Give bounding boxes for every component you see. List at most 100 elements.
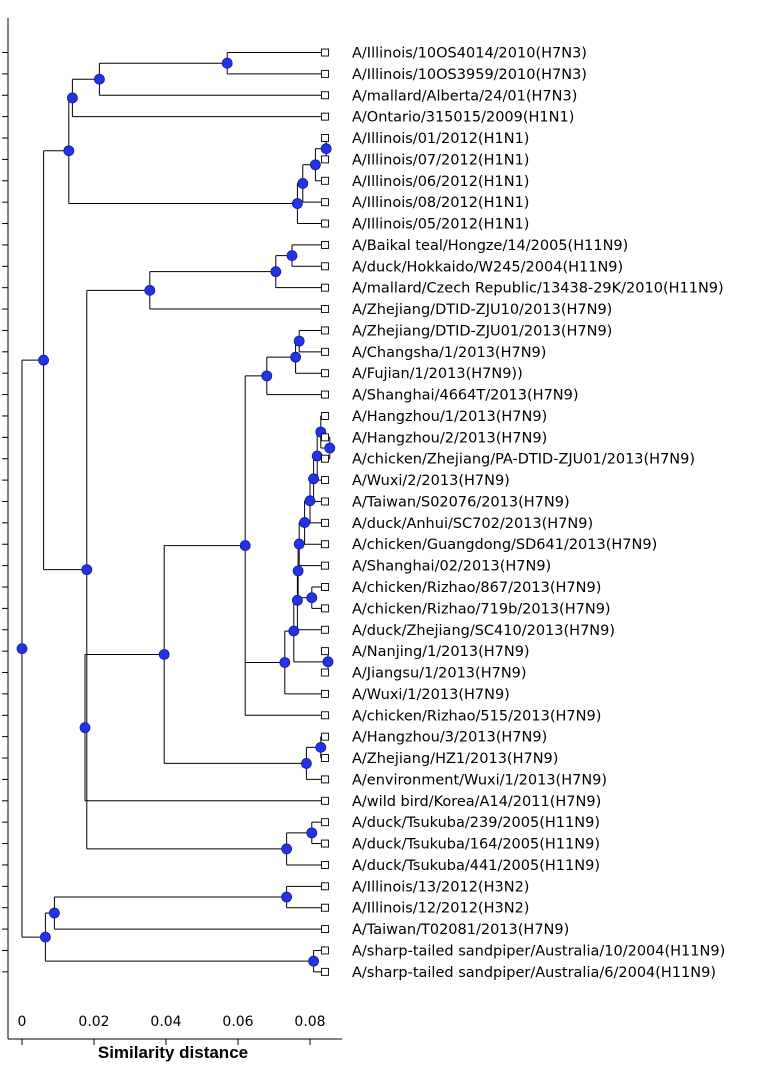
leaf-label: A/Jiangsu/1/2013(H7N9) — [352, 666, 527, 682]
leaf-label: A/chicken/Guangdong/SD641/2013(H7N9) — [352, 537, 657, 553]
leaf-marker — [321, 860, 329, 869]
internal-node-marker — [270, 266, 282, 278]
leaf-marker — [321, 347, 329, 356]
leaf-label: A/Illinois/10OS3959/2010(H7N3) — [352, 67, 587, 83]
internal-node-marker — [292, 565, 304, 577]
leaf-marker — [321, 925, 329, 934]
leaf-marker — [321, 839, 329, 848]
leaf-label: A/Illinois/07/2012(H1N1) — [352, 152, 529, 168]
leaf-marker — [321, 134, 329, 142]
x-tick-label: 0.02 — [78, 1014, 109, 1030]
leaf-marker — [321, 818, 329, 827]
internal-node-marker — [306, 592, 318, 604]
internal-node-marker — [304, 495, 316, 507]
leaf-marker — [321, 219, 329, 228]
internal-node-marker — [308, 955, 320, 967]
internal-node-marker — [38, 354, 49, 366]
leaf-marker — [321, 48, 329, 57]
leaf-marker — [321, 754, 329, 762]
internal-node-marker — [291, 198, 303, 209]
leaf-marker — [321, 283, 329, 292]
leaf-label: A/sharp-tailed sandpiper/Australia/10/20… — [352, 943, 725, 959]
leaf-marker — [321, 69, 329, 78]
leaf-marker — [321, 967, 329, 976]
nodes — [16, 57, 336, 967]
internal-node-marker — [81, 564, 93, 576]
internal-node-marker — [315, 741, 327, 753]
leaf-marker — [321, 91, 329, 100]
leaf-marker — [321, 540, 329, 549]
internal-node-marker — [309, 159, 321, 171]
leaf-label: A/Illinois/12/2012(H3N2) — [352, 901, 529, 917]
leaf-marker — [321, 518, 329, 527]
x-tick-label: 0.06 — [222, 1014, 253, 1030]
leaf-label: A/Zhejiang/HZ1/2013(H7N9) — [352, 751, 558, 767]
leaf-label: A/Ontario/315015/2009(H1N1) — [352, 110, 574, 126]
internal-node-marker — [308, 473, 320, 485]
internal-node-marker — [63, 145, 75, 157]
leaf-marker — [321, 390, 329, 399]
leaf-marker — [321, 433, 329, 442]
leaf-marker — [321, 369, 329, 378]
leaf-label: A/Zhejiang/DTID-ZJU01/2013(H7N9) — [352, 323, 612, 339]
leaf-label: A/chicken/Rizhao/515/2013(H7N9) — [352, 708, 601, 724]
leaf-marker — [321, 561, 329, 570]
leaf-label: A/Illinois/01/2012(H1N1) — [352, 131, 529, 147]
leaf-label: A/Hangzhou/1/2013(H7N9) — [352, 409, 547, 425]
x-tick-label: 0.08 — [294, 1014, 325, 1030]
leaf-labels: A/Illinois/10OS4014/2010(H7N3) A/Illinois… — [352, 46, 725, 981]
leaf-label: A/Illinois/13/2012(H3N2) — [352, 879, 529, 895]
internal-node-marker — [324, 442, 336, 454]
internal-node-marker — [281, 891, 293, 903]
internal-node-marker — [40, 931, 51, 943]
internal-node-marker — [239, 540, 251, 551]
internal-node-marker — [16, 643, 28, 655]
leaf-marker — [321, 604, 329, 613]
leaf-marker — [321, 583, 329, 591]
internal-node-marker — [290, 351, 302, 363]
leaf-label: A/Taiwan/T02081/2013(H7N9) — [352, 922, 569, 938]
leaf-marker — [321, 198, 329, 207]
leaf-label: A/duck/Tsukuba/164/2005(H11N9) — [352, 837, 600, 853]
leaf-label: A/Shanghai/02/2013(H7N9) — [352, 559, 551, 575]
internal-node-marker — [291, 594, 303, 606]
leaf-marker — [321, 112, 329, 121]
internal-node-marker — [279, 657, 291, 668]
leaf-label: A/duck/Anhui/SC702/2013(H7N9) — [352, 516, 593, 532]
leaf-label: A/duck/Zhejiang/SC410/2013(H7N9) — [352, 623, 615, 639]
leaf-marker — [321, 689, 329, 698]
row-ticks — [2, 52, 8, 973]
internal-node-marker — [311, 450, 323, 462]
leaf-label: A/chicken/Rizhao/719b/2013(H7N9) — [352, 601, 611, 617]
x-tick-label: 0.04 — [150, 1014, 181, 1030]
internal-node-marker — [67, 92, 78, 104]
leaf-label: A/Illinois/05/2012(H1N1) — [352, 217, 529, 233]
leaf-label: A/mallard/Alberta/24/01(H7N3) — [352, 88, 577, 104]
leaf-label: A/Changsha/1/2013(H7N9) — [352, 345, 546, 361]
internal-node-marker — [286, 250, 298, 262]
leaf-marker — [321, 262, 329, 271]
leaf-label: A/Illinois/10OS4014/2010(H7N3) — [352, 46, 587, 62]
leaf-marker — [321, 732, 329, 741]
leaf-label: A/Hangzhou/3/2013(H7N9) — [352, 730, 547, 746]
internal-node-marker — [79, 722, 91, 734]
leaf-label: A/Hangzhou/2/2013(H7N9) — [352, 430, 547, 446]
leaf-marker — [321, 305, 329, 314]
x-axis-ticks: 0 0.02 0.04 0.06 0.08 — [18, 1014, 326, 1045]
x-axis-title: Similarity distance — [98, 1043, 248, 1062]
leaf-marker — [321, 775, 329, 784]
leaf-boxes — [321, 48, 329, 976]
leaf-marker — [321, 946, 329, 955]
internal-node-marker — [306, 827, 318, 839]
internal-node-marker — [94, 73, 105, 85]
leaf-label: A/Nanjing/1/2013(H7N9) — [352, 644, 530, 660]
leaf-label: A/Shanghai/4664T/2013(H7N9) — [352, 388, 579, 404]
leaf-label: A/Baikal teal/Hongze/14/2005(H11N9) — [352, 238, 628, 254]
internal-node-marker — [293, 335, 305, 347]
internal-node-marker — [297, 178, 309, 189]
leaf-label: A/Taiwan/S02076/2013(H7N9) — [352, 494, 570, 510]
leaf-marker — [321, 497, 329, 506]
leaf-label: A/chicken/Zhejiang/PA-DTID-ZJU01/2013(H7… — [352, 452, 695, 468]
leaf-label: A/Fujian/1/2013(H7N9)) — [352, 366, 523, 382]
